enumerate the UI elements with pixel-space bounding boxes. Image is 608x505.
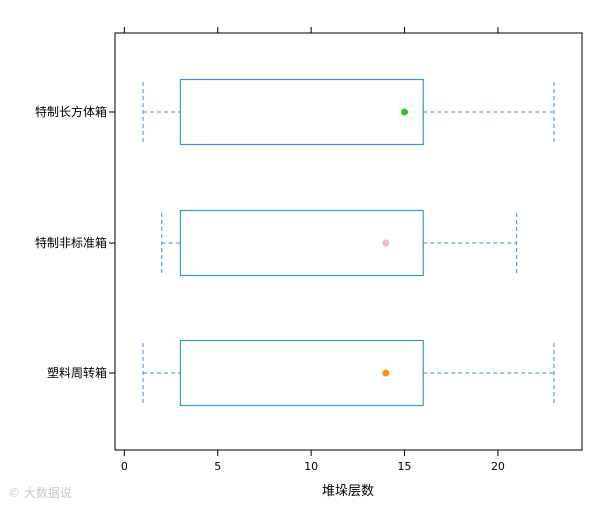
x-tick-label: 5 bbox=[214, 460, 221, 473]
x-tick-label: 15 bbox=[398, 460, 412, 473]
x-tick-label: 10 bbox=[304, 460, 318, 473]
x-tick-label: 20 bbox=[491, 460, 505, 473]
box bbox=[179, 209, 424, 277]
x-axis-title: 堆垛层数 bbox=[322, 484, 374, 499]
plot-frame bbox=[114, 32, 583, 451]
watermark-text: 大数据说 bbox=[23, 486, 72, 500]
watermark: © 大数据说 bbox=[8, 484, 72, 501]
watermark-logo-icon: © bbox=[8, 486, 20, 500]
median-point bbox=[382, 239, 390, 247]
box bbox=[179, 339, 424, 407]
x-tick-label: 0 bbox=[121, 460, 128, 473]
median-point bbox=[382, 369, 390, 377]
category-label: 特制长方体箱 bbox=[35, 104, 107, 119]
category-label: 特制非标准箱 bbox=[35, 235, 107, 250]
box bbox=[179, 78, 424, 146]
median-point bbox=[401, 108, 409, 116]
category-label: 塑料周转箱 bbox=[47, 365, 107, 380]
